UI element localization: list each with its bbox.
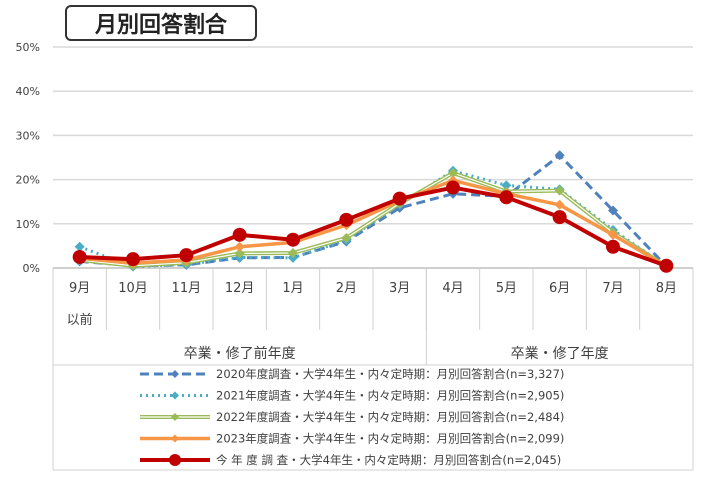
data-point [179,248,194,263]
chart-title: 月別回答割合 [94,12,228,38]
data-point [499,190,514,205]
series-line [79,178,668,268]
x-tick-label: 9月 [69,281,90,296]
legend-label: 2020年度調査・大学4年生・内々定時期：月別回答割合(n=3,327) [216,367,564,381]
data-point [501,180,512,191]
y-tick-label: 30% [16,129,40,142]
x-tick-label: 12月 [225,281,255,296]
legend-marker [171,434,179,443]
data-point [608,229,618,240]
data-point [554,199,565,210]
x-tick-label: 1月 [282,281,303,296]
data-point [446,180,460,195]
data-point [552,210,567,225]
y-tick-label: 50% [16,41,40,54]
data-point [288,247,298,258]
data-point [608,205,618,216]
x-tick-label: 8月 [656,281,677,296]
series-line [79,153,668,268]
y-tick-label: 10% [16,218,40,231]
legend-marker [171,413,179,421]
series-line [79,170,668,268]
data-point [232,227,247,242]
data-point [448,167,458,178]
x-tick-label: 6月 [549,281,570,296]
data-point [234,248,245,259]
data-point [286,232,300,247]
data-point [554,185,565,196]
group-label: 卒業・修了前年度 [184,345,296,362]
series-line-inner [79,172,667,267]
x-tick-sublabel: 以前 [67,312,93,328]
y-tick-label: 40% [16,85,40,98]
data-point [74,241,85,252]
x-tick-label: 7月 [602,281,623,296]
title-box [65,5,257,41]
x-tick-label: 11月 [172,281,202,296]
y-tick-label: 0% [23,262,40,275]
x-tick-label: 2月 [336,281,357,296]
data-point [72,249,87,264]
legend-marker [169,454,181,466]
data-point [659,258,674,273]
data-point [126,252,140,267]
data-point [341,232,352,243]
x-tick-label: 5月 [496,281,517,296]
legend-label: 今 年 度 調 査・大学4年生・内々定時期：月別回答割合(n=2,045) [216,453,561,467]
x-tick-label: 3月 [389,281,410,296]
y-tick-label: 20% [16,174,40,187]
data-point [339,212,354,227]
data-point [392,191,407,206]
series-line [79,185,668,268]
x-tick-label: 10月 [118,281,148,296]
data-point [234,241,245,252]
data-point [554,150,565,161]
x-tick-label: 4月 [442,281,463,296]
legend-marker [171,391,179,400]
data-point [606,239,620,254]
legend-label: 2022年度調査・大学4年生・内々定時期：月別回答割合(n=2,484) [216,410,564,424]
legend-label: 2021年度調査・大学4年生・内々定時期：月別回答割合(n=2,905) [216,389,564,403]
legend-label: 2023年度調査・大学4年生・内々定時期：月別回答割合(n=2,099) [216,432,564,446]
group-label: 卒業・修了年度 [511,346,609,362]
legend-marker [171,370,179,378]
